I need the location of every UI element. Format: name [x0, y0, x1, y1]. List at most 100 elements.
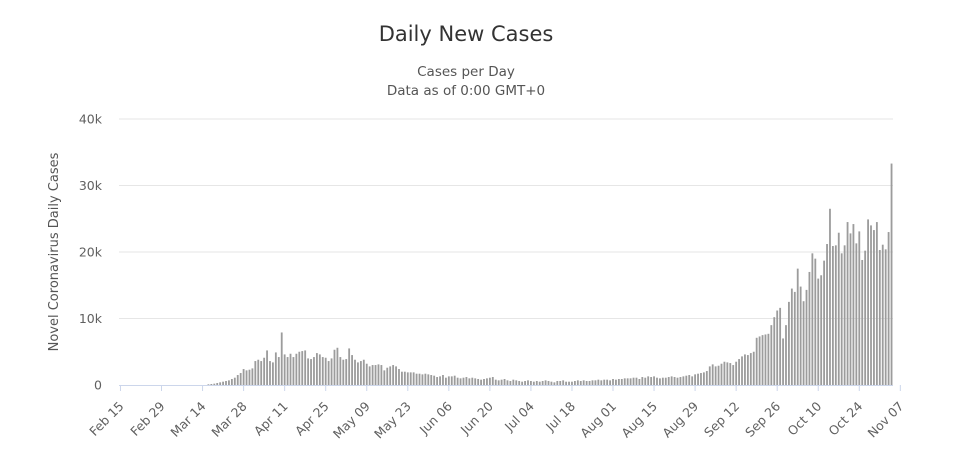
bar — [717, 365, 720, 385]
bar — [788, 301, 790, 386]
bar — [691, 376, 694, 385]
bar — [776, 310, 779, 385]
bar — [474, 378, 477, 385]
bar — [676, 377, 679, 385]
bar — [811, 253, 814, 385]
bar — [380, 365, 383, 385]
bar — [785, 325, 787, 385]
x-tick-label: Jun 06 — [416, 398, 455, 437]
chart-subtitle-line-2: Data as of 0:00 GMT+0 — [387, 83, 545, 99]
bar — [521, 381, 524, 385]
bar — [823, 260, 826, 385]
x-tick-label: Jul 18 — [542, 398, 578, 434]
bar — [283, 354, 286, 385]
bar — [738, 359, 740, 385]
x-tick-label: Feb 29 — [127, 398, 167, 438]
bar — [389, 366, 392, 385]
bar — [632, 377, 635, 385]
bar — [225, 381, 227, 385]
bar — [439, 376, 441, 385]
x-tick-label: Aug 15 — [618, 399, 660, 441]
bar — [365, 363, 368, 385]
x-tick-label: Feb 15 — [86, 399, 126, 439]
bar — [565, 381, 568, 385]
x-tick-label: Mar 14 — [167, 398, 208, 439]
bar — [870, 225, 872, 385]
bar — [749, 353, 752, 385]
bar — [483, 379, 485, 385]
bar — [770, 325, 773, 385]
bar — [852, 224, 855, 385]
bar — [547, 381, 550, 385]
bar — [488, 377, 491, 385]
bar — [318, 354, 321, 385]
bar — [421, 374, 424, 385]
bar — [266, 350, 268, 385]
bar — [333, 349, 336, 385]
bar — [260, 361, 263, 385]
bar — [746, 355, 749, 385]
bar — [228, 380, 230, 385]
bar — [459, 378, 462, 385]
y-tick-label: 20k — [79, 245, 103, 260]
x-axis-ticks: Feb 15 Feb 29 Mar 14 Mar 28 Apr 11 Apr 25May … — [86, 385, 906, 441]
bar — [623, 378, 626, 385]
bar — [571, 381, 573, 385]
bar — [849, 233, 852, 385]
bar — [820, 275, 823, 385]
bar — [468, 378, 471, 385]
bar — [729, 363, 732, 385]
bar — [248, 369, 251, 385]
bar — [286, 357, 289, 385]
bar — [251, 368, 254, 386]
bar — [793, 291, 796, 385]
bar — [257, 359, 260, 385]
bar — [890, 163, 893, 385]
bar — [588, 381, 591, 385]
bar — [702, 372, 705, 385]
bar — [843, 245, 846, 385]
bar — [591, 380, 594, 385]
bar — [808, 271, 811, 385]
bar — [245, 370, 248, 385]
y-tick-label: 0 — [94, 378, 102, 393]
x-tick-label: Mar 28 — [208, 398, 249, 439]
bar — [398, 369, 400, 385]
bar — [864, 250, 867, 385]
bar — [556, 381, 559, 385]
y-tick-label: 10k — [79, 311, 103, 326]
bar — [726, 362, 729, 385]
bar — [503, 379, 506, 385]
bar — [269, 361, 271, 385]
bar — [644, 377, 647, 385]
bar — [861, 259, 864, 385]
bar — [837, 232, 840, 385]
bar — [207, 384, 210, 385]
bar — [875, 222, 878, 385]
bar — [307, 358, 310, 385]
x-tick-label: Jul 04 — [501, 398, 537, 434]
bar — [609, 380, 611, 385]
bar — [723, 361, 726, 385]
bar — [617, 379, 620, 385]
bar — [597, 379, 600, 385]
bar — [600, 380, 603, 385]
x-tick-label: Oct 24 — [825, 398, 865, 438]
bar — [761, 335, 764, 386]
bar — [790, 288, 793, 385]
bar — [755, 337, 758, 385]
bar — [324, 357, 327, 385]
bar — [444, 377, 447, 385]
bar — [447, 376, 450, 385]
bar — [406, 372, 409, 385]
bar — [216, 383, 219, 385]
bar — [744, 354, 746, 385]
bar — [873, 230, 875, 385]
bar — [313, 357, 315, 385]
y-gridlines — [119, 118, 893, 319]
x-tick-label: Jun 20 — [457, 398, 496, 437]
x-tick-label: May 23 — [371, 399, 414, 442]
bar — [233, 377, 236, 385]
